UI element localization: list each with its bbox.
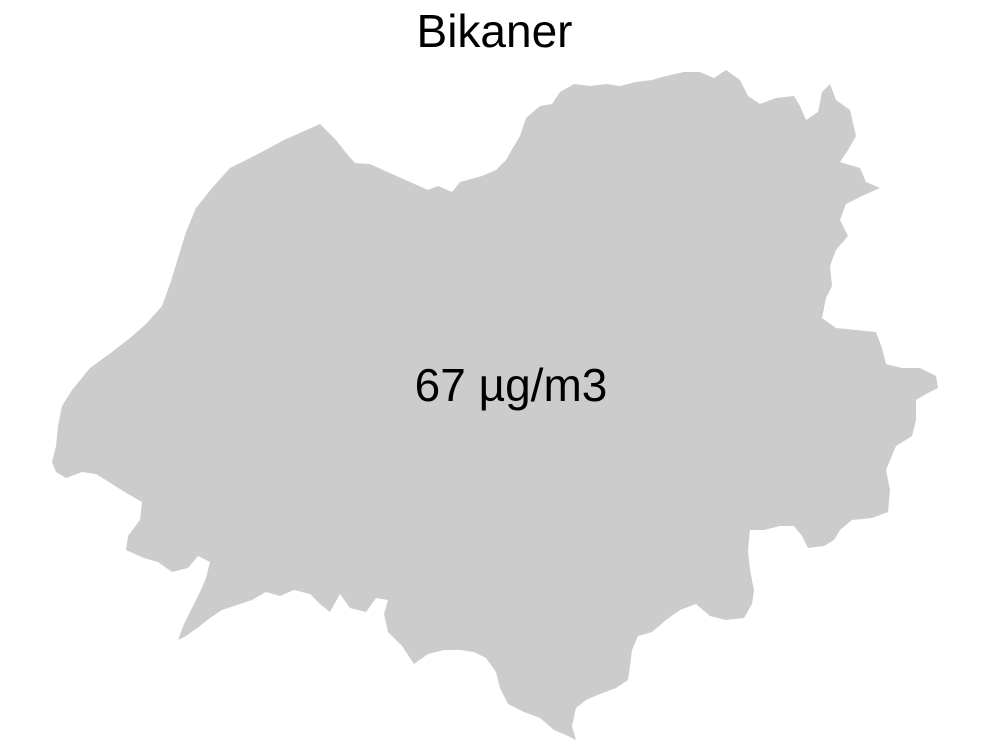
- bikaner-district-shape: [52, 70, 938, 740]
- region-value-label: 67 µg/m3: [414, 359, 608, 411]
- map-title: Bikaner: [416, 5, 573, 57]
